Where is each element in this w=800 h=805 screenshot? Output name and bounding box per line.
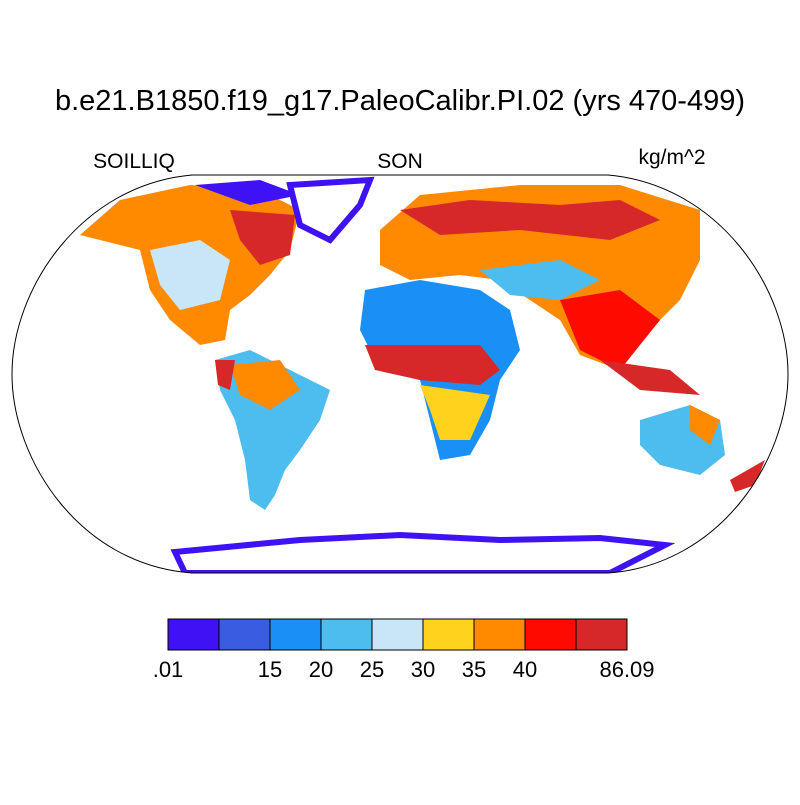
- region: [480, 260, 600, 300]
- region: [215, 360, 235, 390]
- land-fields: [80, 176, 765, 573]
- colorbar-label: 40: [513, 657, 537, 682]
- region: [690, 405, 720, 445]
- island: [730, 460, 765, 492]
- colorbar-box: [524, 618, 577, 651]
- region: [560, 290, 660, 370]
- region: [365, 345, 500, 385]
- colorbar-label: 86.09: [599, 657, 654, 682]
- colorbar: .01 15 20 25 30 35 40 86.09: [153, 618, 655, 682]
- colorbar-box: [473, 618, 526, 651]
- colorbar-label: .01: [153, 657, 184, 682]
- islands: [600, 360, 700, 395]
- colorbar-label: 35: [462, 657, 486, 682]
- colorbar-label: 30: [411, 657, 435, 682]
- colorbar-box: [575, 618, 628, 651]
- map-border: [11, 174, 789, 574]
- colorbar-box: [422, 618, 475, 651]
- season-label: SON: [377, 150, 423, 173]
- colorbar-label: 25: [360, 657, 384, 682]
- region: [195, 180, 300, 205]
- title: b.e21.B1850.f19_g17.PaleoCalibr.PI.02 (y…: [55, 85, 745, 117]
- region: [150, 240, 230, 310]
- map-area: [11, 174, 789, 574]
- colorbar-box: [269, 618, 322, 651]
- colorbar-box: [371, 618, 424, 651]
- colorbar-label: 15: [258, 657, 282, 682]
- units-label: kg/m^2: [638, 146, 705, 169]
- colorbar-box: [218, 618, 271, 651]
- variable-label: SOILLIQ: [93, 150, 175, 173]
- region: [400, 200, 660, 240]
- greenland: [286, 176, 375, 244]
- colorbar-box: [167, 618, 220, 651]
- colorbar-box: [320, 618, 373, 651]
- region: [420, 385, 490, 440]
- colorbar-label: 20: [309, 657, 333, 682]
- region: [230, 210, 295, 265]
- region: [230, 360, 300, 410]
- antarctica: [170, 531, 676, 573]
